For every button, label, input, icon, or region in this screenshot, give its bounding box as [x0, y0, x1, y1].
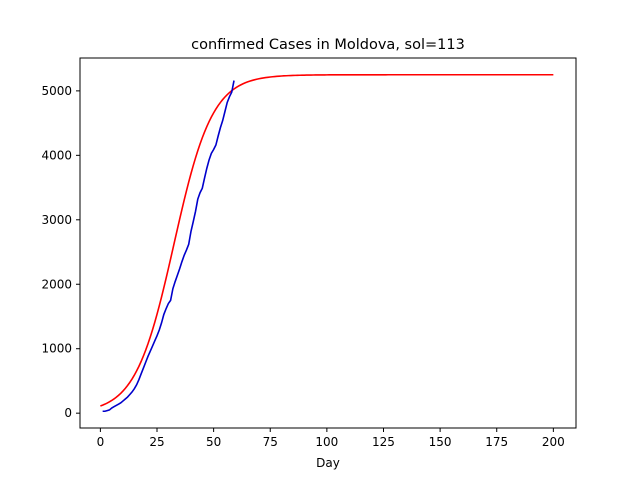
x-tick-label: 100 — [315, 435, 338, 449]
x-tick-label: 75 — [263, 435, 278, 449]
chart-title: confirmed Cases in Moldova, sol=113 — [191, 37, 465, 53]
confirmed-cases-line — [102, 80, 235, 413]
y-axis-ticks: 0 1000 2000 3000 4000 5000 — [41, 84, 80, 420]
fitted-curve-line — [100, 73, 554, 407]
x-axis-label: Day — [316, 456, 340, 470]
x-tick-label: 150 — [429, 435, 452, 449]
x-tick-label: 0 — [97, 435, 105, 449]
plot-frame — [79, 57, 577, 429]
plot-lines — [100, 73, 554, 413]
x-axis-ticks: 0 25 50 75 100 125 150 175 200 — [97, 428, 565, 449]
x-tick-label: 25 — [149, 435, 164, 449]
x-tick-label: 200 — [542, 435, 565, 449]
y-tick-label: 4000 — [41, 148, 72, 162]
y-tick-label: 0 — [64, 406, 72, 420]
y-tick-label: 1000 — [41, 342, 72, 356]
y-tick-label: 3000 — [41, 213, 72, 227]
x-tick-label: 50 — [206, 435, 221, 449]
y-tick-label: 5000 — [41, 84, 72, 98]
y-tick-label: 2000 — [41, 277, 72, 291]
x-tick-label: 175 — [485, 435, 508, 449]
x-tick-label: 125 — [372, 435, 395, 449]
